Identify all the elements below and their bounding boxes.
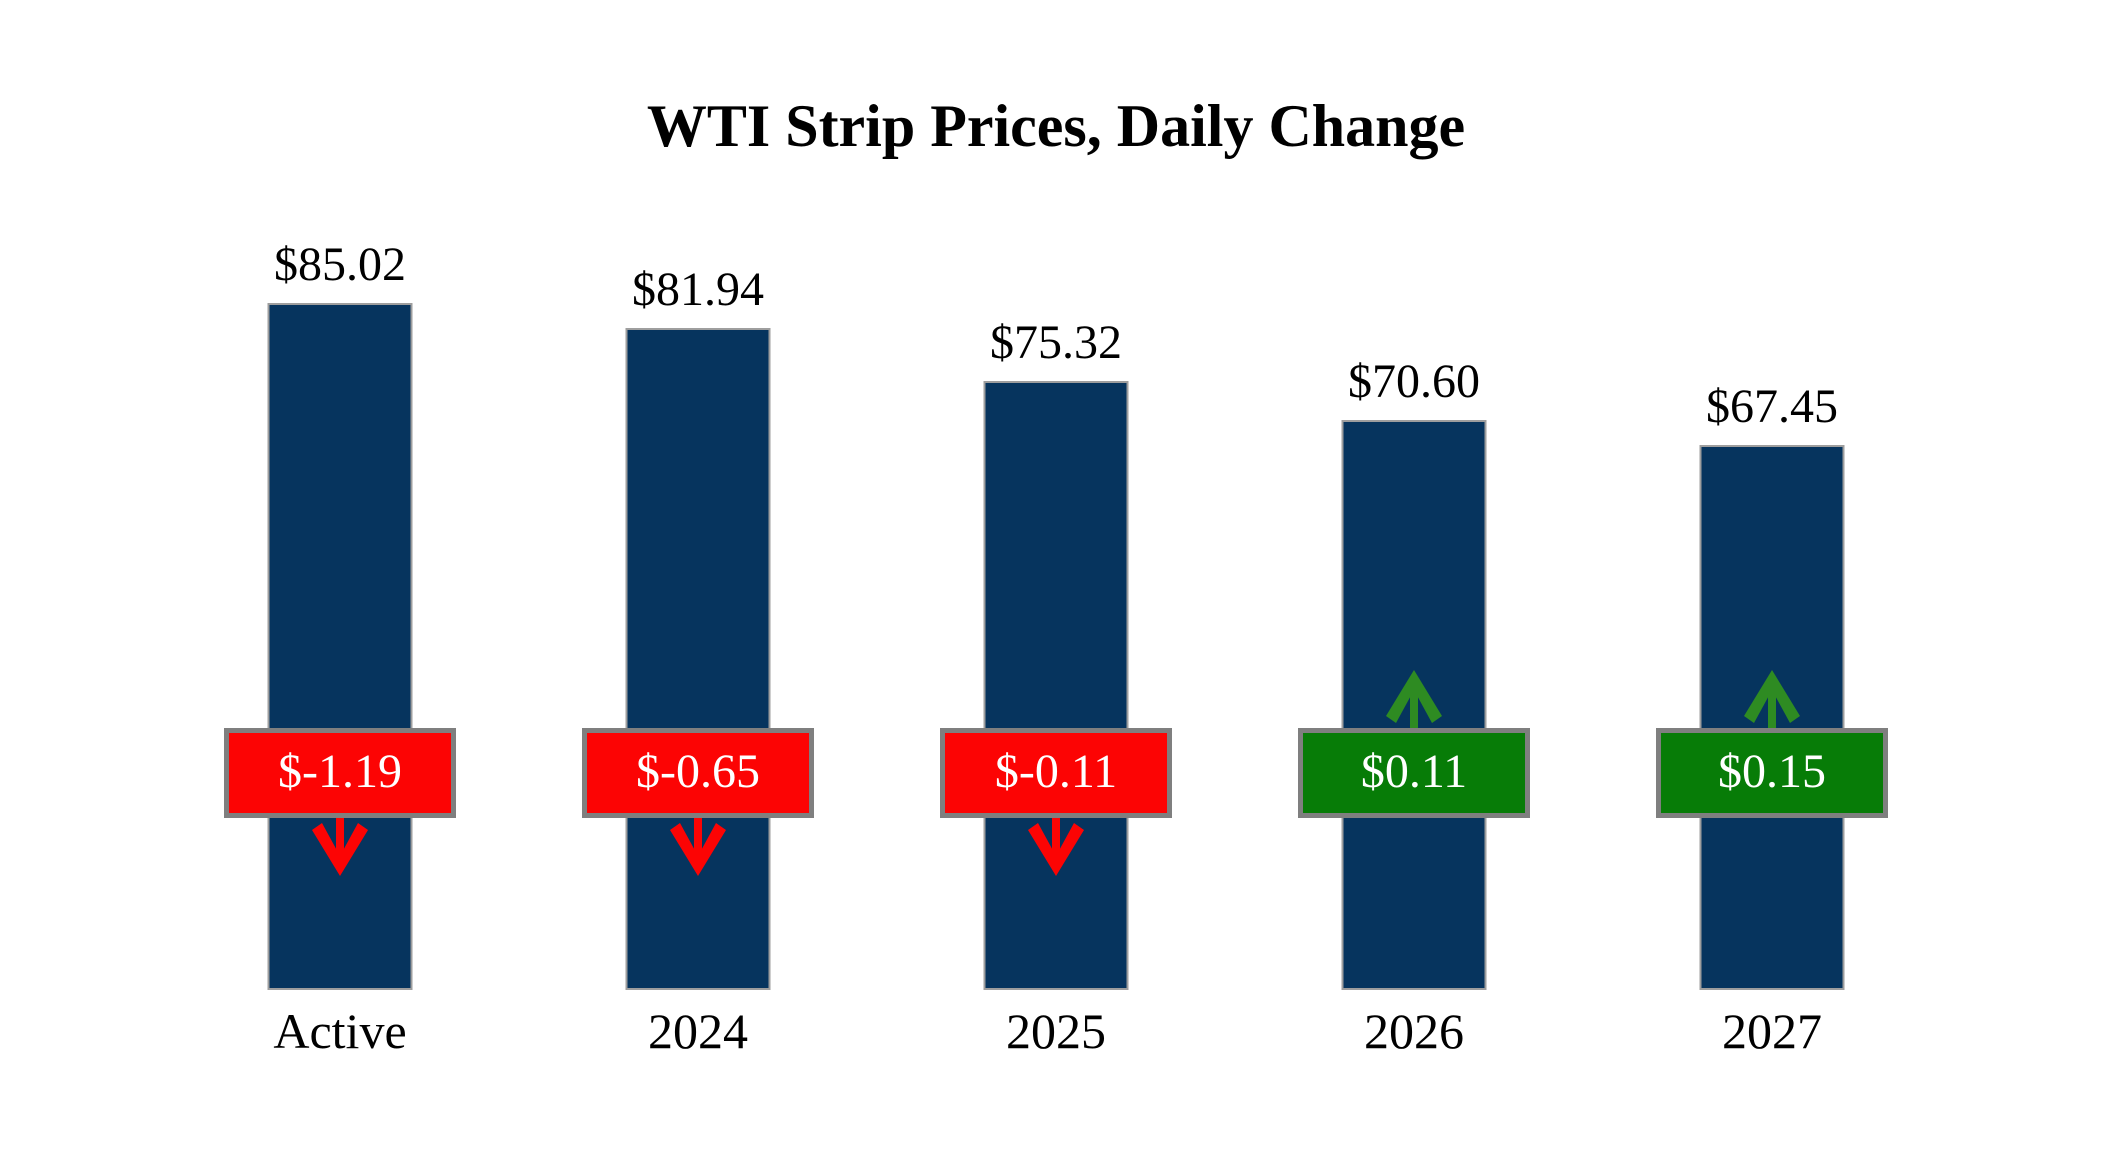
bar-group-2024: $81.94 $-0.65 2024 — [578, 0, 818, 1152]
bar-group-2027: $67.45 $0.15 2027 — [1652, 0, 1892, 1152]
bar-group-active: $85.02 $-1.19 Active — [220, 0, 460, 1152]
chart-title: WTI Strip Prices, Daily Change — [646, 93, 1466, 159]
daily-change-badge: $-0.65 — [582, 728, 814, 818]
category-label: 2024 — [648, 1003, 748, 1059]
price-bar — [983, 381, 1129, 990]
daily-change-badge: $-0.11 — [940, 728, 1172, 818]
down-arrow-icon — [670, 818, 726, 876]
up-arrow-icon — [1386, 670, 1442, 728]
bar-group-2026: $70.60 $0.11 2026 — [1294, 0, 1534, 1152]
up-arrow-icon — [1744, 670, 1800, 728]
price-bar — [625, 328, 771, 990]
category-label: 2027 — [1722, 1003, 1822, 1059]
price-label: $67.45 — [1706, 380, 1838, 433]
daily-change-badge: $-1.19 — [224, 728, 456, 818]
price-label: $70.60 — [1348, 355, 1480, 408]
category-label: Active — [273, 1003, 407, 1059]
daily-change-badge: $0.11 — [1298, 728, 1530, 818]
category-label: 2025 — [1006, 1003, 1106, 1059]
down-arrow-icon — [312, 818, 368, 876]
price-label: $75.32 — [990, 316, 1122, 369]
price-label: $81.94 — [632, 263, 764, 316]
category-label: 2026 — [1364, 1003, 1464, 1059]
daily-change-badge: $0.15 — [1656, 728, 1888, 818]
down-arrow-icon — [1028, 818, 1084, 876]
price-label: $85.02 — [274, 238, 406, 291]
price-bar — [267, 303, 413, 990]
bar-group-2025: $75.32 $-0.11 2025 — [936, 0, 1176, 1152]
